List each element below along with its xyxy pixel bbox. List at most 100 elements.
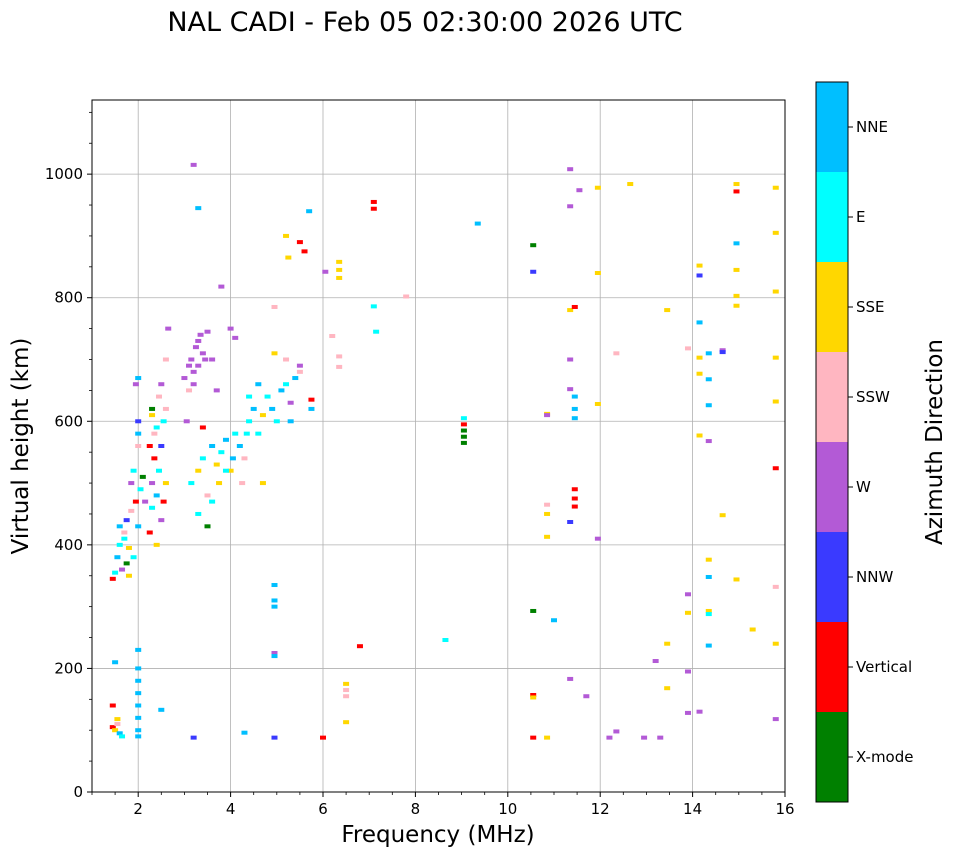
echo-point — [153, 425, 160, 430]
echo-point — [567, 357, 574, 362]
echo-point — [460, 428, 467, 433]
echo-point — [652, 659, 659, 664]
echo-point — [158, 444, 165, 448]
echo-point — [114, 717, 121, 722]
echo-point — [442, 638, 449, 643]
echo-point — [696, 371, 703, 376]
echo-point — [271, 583, 278, 588]
echo-point — [123, 561, 130, 566]
echo-point — [530, 608, 537, 613]
echo-point — [733, 303, 740, 308]
echo-point — [733, 241, 740, 246]
colorbar-label: X-mode — [856, 748, 913, 766]
echo-point — [192, 345, 199, 350]
echo-point — [109, 576, 116, 581]
echo-point — [271, 654, 278, 659]
echo-point — [132, 499, 139, 504]
echo-point — [271, 351, 278, 356]
x-tick-label: 4 — [226, 800, 236, 818]
echo-point — [186, 363, 193, 368]
echo-point — [165, 326, 172, 331]
colorbar-label: SSW — [856, 388, 890, 406]
echo-point — [135, 419, 142, 424]
echo-point — [135, 431, 142, 436]
x-tick-label: 10 — [498, 800, 517, 818]
echo-point — [149, 505, 156, 510]
echo-point — [112, 728, 119, 733]
echo-point — [246, 394, 253, 399]
echo-point — [370, 304, 377, 309]
echo-point — [403, 294, 410, 299]
colorbar-label: Vertical — [856, 658, 912, 676]
chart-title: NAL CADI - Feb 05 02:30:00 2026 UTC — [167, 7, 682, 38]
colorbar-segment — [816, 712, 848, 802]
echo-point — [544, 534, 551, 539]
echo-point — [571, 487, 578, 492]
echo-point — [232, 431, 239, 436]
echo-point — [719, 513, 726, 518]
colorbar-label: W — [856, 478, 871, 496]
echo-point — [119, 734, 126, 739]
echo-point — [705, 608, 712, 613]
echo-point — [243, 431, 250, 436]
echo-point — [292, 376, 299, 381]
echo-point — [222, 437, 229, 442]
echo-point — [197, 332, 204, 337]
echo-point — [567, 167, 574, 172]
echo-point — [530, 269, 537, 274]
y-tick-label: 400 — [54, 536, 83, 554]
echo-point — [112, 660, 119, 665]
echo-point — [151, 431, 158, 436]
echo-point — [551, 618, 557, 623]
colorbar-label: E — [856, 208, 865, 226]
echo-point — [151, 456, 158, 461]
x-tick-label: 2 — [133, 800, 143, 818]
echo-point — [296, 363, 303, 368]
echo-point — [121, 536, 128, 541]
echo-point — [109, 725, 116, 730]
echo-point — [139, 474, 146, 479]
echo-point — [160, 499, 167, 504]
echo-point — [153, 542, 160, 547]
echo-point — [195, 206, 202, 211]
echo-point — [594, 536, 601, 541]
echo-point — [283, 357, 290, 362]
echo-point — [733, 577, 740, 582]
echo-point — [162, 406, 169, 411]
echo-point — [696, 355, 703, 360]
echo-point — [296, 369, 303, 374]
echo-point — [301, 249, 308, 254]
echo-point — [239, 481, 246, 486]
echo-point — [135, 703, 142, 708]
echo-point — [322, 269, 329, 274]
echo-point — [306, 209, 313, 214]
echo-point — [343, 720, 350, 725]
colorbar-segment — [816, 262, 848, 352]
echo-point — [123, 518, 130, 523]
echo-point — [149, 406, 156, 411]
echo-point — [158, 707, 165, 712]
echo-point — [241, 456, 248, 461]
x-tick-label: 6 — [318, 800, 328, 818]
echo-point — [269, 406, 276, 411]
echo-point — [370, 206, 377, 211]
echo-point — [308, 406, 315, 411]
echo-point — [195, 363, 202, 368]
echo-point — [705, 439, 712, 444]
echo-point — [135, 444, 142, 448]
echo-point — [705, 643, 712, 648]
echo-point — [190, 369, 197, 374]
echo-point — [213, 388, 220, 393]
echo-point — [567, 308, 574, 313]
plot-frame — [91, 99, 786, 793]
echo-point — [259, 413, 266, 418]
echo-point — [188, 357, 195, 362]
echo-point — [130, 555, 137, 560]
echo-point — [137, 487, 144, 492]
echo-point — [135, 524, 142, 529]
colorbar-segment — [816, 352, 848, 442]
echo-point — [594, 271, 601, 275]
echo-point — [308, 397, 315, 402]
y-tick-label: 800 — [54, 289, 83, 307]
colorbar-segment — [816, 442, 848, 532]
